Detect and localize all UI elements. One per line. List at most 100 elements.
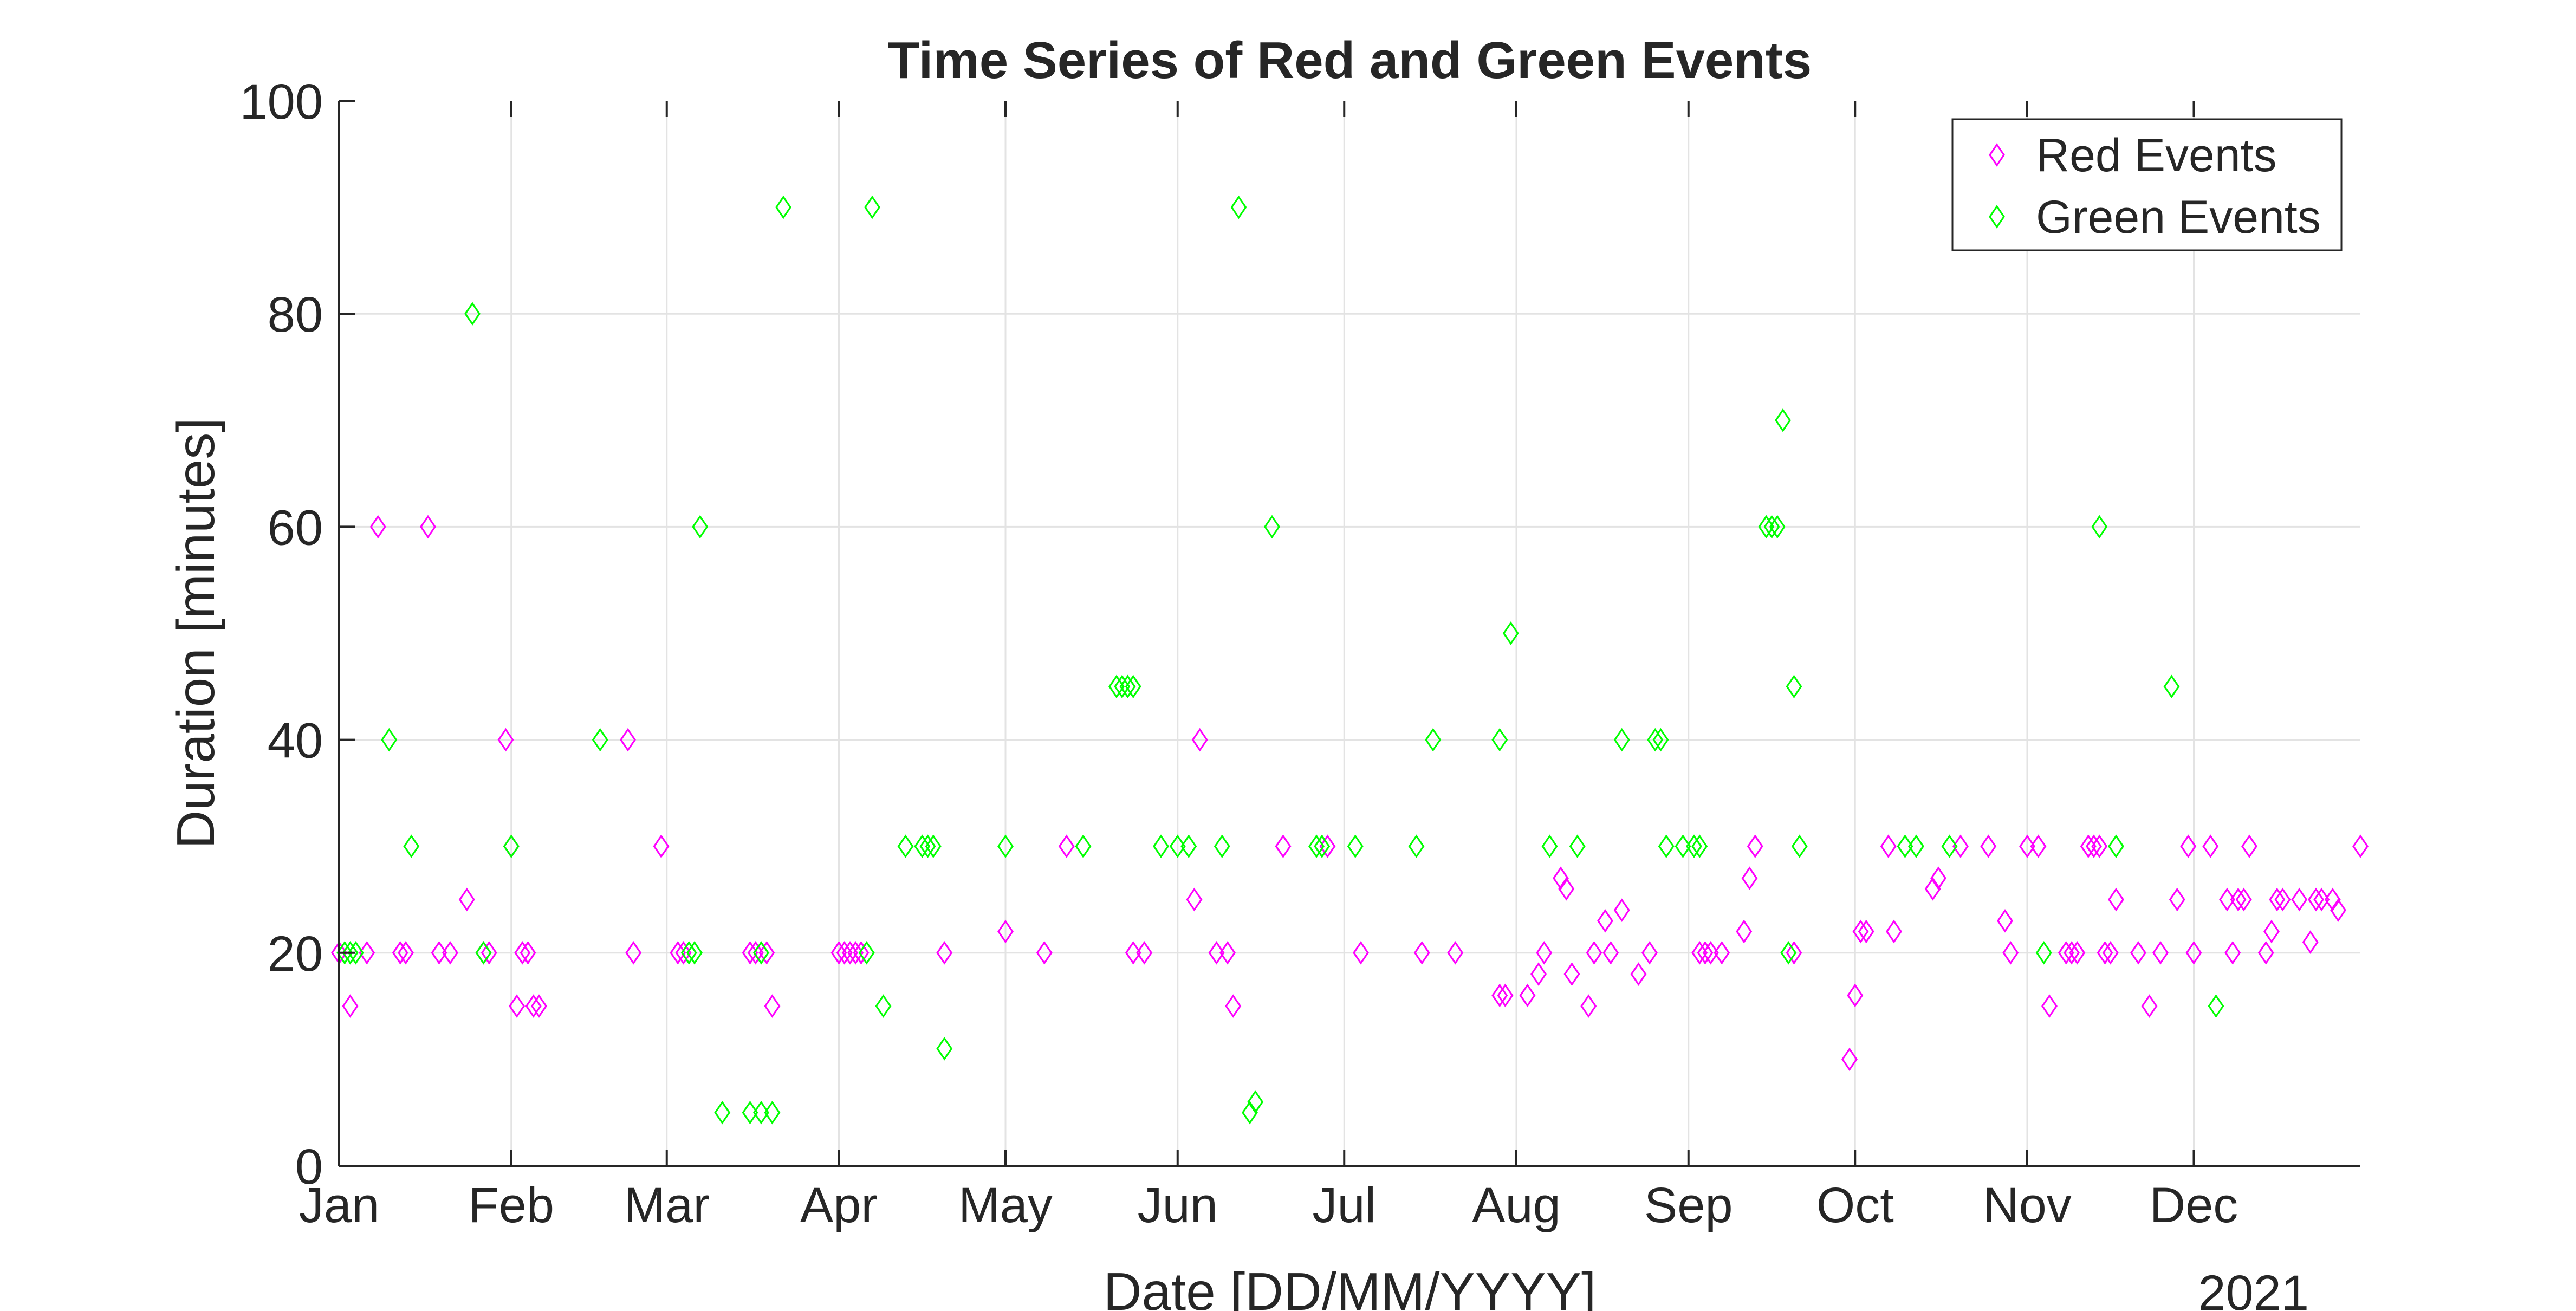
red-event-point	[2141, 994, 2158, 1018]
green-event-point	[592, 728, 608, 752]
green-event-point	[742, 1100, 758, 1125]
red-event-point	[2030, 834, 2047, 859]
red-event-point	[670, 940, 686, 965]
red-event-point	[1497, 983, 1514, 1008]
red-event-point	[2058, 940, 2074, 965]
red-event-point	[747, 940, 764, 965]
green-event-point	[1491, 728, 1508, 752]
green-event-point	[1758, 515, 1775, 539]
red-event-point	[1413, 940, 1430, 965]
red-event-point	[1852, 919, 1869, 944]
red-event-point	[497, 728, 514, 752]
green-event-point	[1769, 515, 1786, 539]
red-event-point	[1553, 866, 1569, 891]
green-event-point	[1658, 834, 1675, 859]
green-event-point	[714, 1100, 731, 1125]
red-event-point	[758, 940, 775, 965]
red-event-point	[1036, 940, 1053, 965]
red-event-point	[1491, 983, 1508, 1008]
green-event-point	[1264, 515, 1280, 539]
red-event-point	[1586, 940, 1602, 965]
green-event-point	[403, 834, 420, 859]
green-event-point	[1502, 621, 1519, 645]
green-event-point	[1425, 728, 1442, 752]
red-event-point	[1058, 834, 1075, 859]
red-event-point	[481, 940, 497, 965]
green-event-point	[1314, 834, 1331, 859]
red-event-point	[525, 994, 542, 1018]
green-event-point	[753, 940, 769, 965]
green-event-point	[919, 834, 936, 859]
red-event-point	[2108, 887, 2124, 912]
green-event-point	[1242, 1100, 1258, 1125]
green-event-point	[1114, 674, 1131, 699]
green-event-point	[2208, 994, 2224, 1018]
red-event-point	[1563, 962, 1580, 986]
red-event-point	[1886, 919, 1902, 944]
y-tick-label: 40	[268, 713, 323, 769]
axes	[338, 100, 2360, 1167]
red-event-point	[1697, 940, 1714, 965]
red-event-point	[2269, 887, 2286, 912]
red-event-point	[2230, 887, 2247, 912]
y-tick-label: 100	[240, 74, 323, 129]
red-event-point	[853, 940, 870, 965]
red-event-point	[2180, 834, 2197, 859]
red-event-point	[1741, 866, 1758, 891]
red-event-point	[1136, 940, 1153, 965]
green-event-point	[1897, 834, 1913, 859]
y-tick-label: 60	[268, 500, 323, 555]
red-event-point	[531, 994, 547, 1018]
x-tick-label: Dec	[2150, 1178, 2238, 1233]
green-event-point	[858, 940, 875, 965]
green-event-point	[1153, 834, 1169, 859]
red-event-point	[2130, 940, 2146, 965]
green-event-point	[1675, 834, 1691, 859]
red-event-point	[936, 940, 953, 965]
green-event-point	[1786, 674, 1802, 699]
red-event-point	[2169, 887, 2185, 912]
red-event-point	[2002, 940, 2019, 965]
legend-marker-green	[1989, 205, 2005, 229]
green-event-point	[775, 195, 791, 219]
red-event-point	[2102, 940, 2119, 965]
legend-label-green: Green Events	[2036, 191, 2321, 243]
green-event-point	[2091, 515, 2108, 539]
red-event-point	[2241, 834, 2257, 859]
red-event-point	[1786, 940, 1802, 965]
green-event-point	[1647, 728, 1664, 752]
green-event-point	[686, 940, 703, 965]
green-event-point	[1108, 674, 1125, 699]
red-event-point	[2235, 887, 2252, 912]
red-event-point	[1536, 940, 1553, 965]
green-event-point	[1941, 834, 1958, 859]
x-tick-label: Jul	[1312, 1178, 1376, 1233]
red-event-point	[1558, 877, 1575, 901]
y-axis-label: Duration [minutes]	[166, 418, 225, 848]
green-event-point	[1775, 408, 1791, 432]
red-event-point	[509, 994, 525, 1018]
green-event-point	[692, 515, 709, 539]
red-event-point	[1208, 940, 1225, 965]
green-event-point	[1613, 728, 1630, 752]
plot-area	[339, 101, 2360, 1166]
grid	[339, 101, 2360, 1166]
green-event-point	[381, 728, 398, 752]
red-event-point	[1186, 887, 1203, 912]
red-event-point	[847, 940, 864, 965]
red-event-point	[2091, 834, 2108, 859]
red-event-point	[458, 887, 475, 912]
x-tick-label: Sep	[1644, 1178, 1733, 1233]
red-event-point	[1125, 940, 1141, 965]
red-event-point	[2041, 994, 2058, 1018]
data-markers	[331, 195, 2369, 1125]
red-event-point	[1714, 940, 1730, 965]
red-event-point	[1980, 834, 1997, 859]
red-event-point	[2257, 940, 2274, 965]
x-axis-label: Date [DD/MM/YYYY]	[1104, 1262, 1596, 1311]
x-tick-label: Jan	[299, 1178, 379, 1233]
red-event-point	[675, 940, 692, 965]
y-tick-label: 0	[295, 1139, 323, 1195]
red-event-point	[1847, 983, 1864, 1008]
red-event-point	[1880, 834, 1897, 859]
